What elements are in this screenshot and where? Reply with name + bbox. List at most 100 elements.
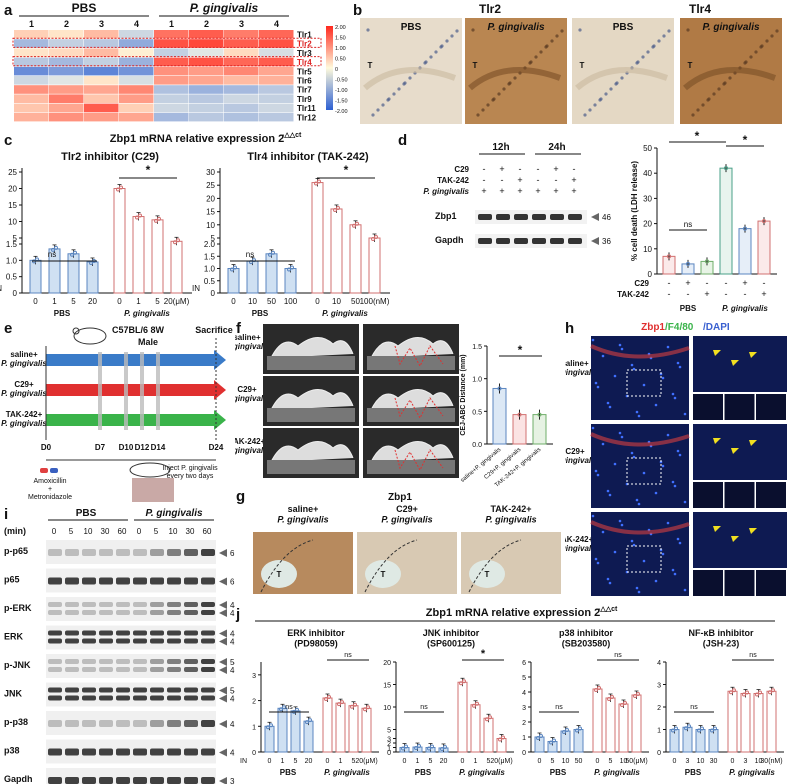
- time-label: 60: [118, 527, 127, 536]
- heatmap-column-label: 1: [29, 19, 34, 29]
- heatmap-cell: [14, 94, 49, 103]
- microct-row-label: saline+: [235, 333, 261, 342]
- tooth-mark: T: [473, 61, 478, 70]
- ihc-nucleus: [555, 34, 559, 38]
- x-tick-label: 10: [620, 758, 628, 765]
- data-point: [610, 695, 614, 699]
- data-point: [138, 213, 142, 218]
- y-tick-label: 15: [383, 683, 391, 690]
- data-point: [374, 235, 378, 239]
- time-unit-label: (min): [4, 526, 26, 536]
- injection-marker: [156, 352, 160, 430]
- inhibitor-chart-title: Tlr2 inhibitor (C29): [61, 151, 159, 163]
- ihc-nucleus: [667, 29, 671, 33]
- y-tick-label: 3: [387, 737, 391, 744]
- data-point: [485, 717, 489, 722]
- molar-shape: [270, 389, 354, 411]
- data-point: [333, 207, 337, 212]
- blot-band: [184, 577, 198, 585]
- heatmap-cell: [84, 48, 119, 57]
- ihc-tlr-panel: Tlr2 Tlr4 PBS T P. gingivalis T PBS T P. gingi…: [350, 0, 790, 128]
- y-tick-label: 20: [8, 185, 17, 194]
- heatmap-row-label: Tlr2: [297, 40, 312, 49]
- blot-band: [116, 687, 130, 693]
- dapi-dot: [618, 343, 622, 347]
- heatmap-cell: [259, 66, 294, 76]
- data-point: [366, 705, 370, 710]
- blot-band: [150, 577, 164, 585]
- heatmap-cell: [119, 39, 154, 48]
- data-point: [700, 726, 704, 731]
- color-scale-bar: [326, 26, 333, 110]
- heatmap-cell: [154, 48, 189, 57]
- blot-strip: [46, 597, 216, 621]
- ihc-nucleus: [476, 113, 480, 117]
- y-axis-label: CEJ-ABC Distance (mm): [460, 354, 467, 435]
- heatmap-group-label: PBS: [72, 1, 97, 15]
- ihc-nucleus: [386, 98, 390, 102]
- blot-strip: [475, 210, 587, 224]
- ihc-nucleus: [544, 45, 548, 49]
- heatmap-cell: [49, 103, 84, 113]
- bar-pbs: [29, 259, 42, 294]
- heatmap-cell: [259, 94, 294, 103]
- time-label: 30: [101, 527, 110, 536]
- data-point: [119, 185, 123, 190]
- dapi-dot: [661, 376, 665, 380]
- blot-band: [167, 638, 181, 644]
- ihc-title-tlr4: Tlr4: [688, 2, 711, 16]
- heatmap-cell: [84, 103, 119, 113]
- arrowhead-marker: [731, 360, 739, 366]
- group-label-pbs: PBS: [680, 304, 697, 313]
- color-scale-tick: 1.50: [335, 36, 346, 42]
- zbp1-ihc-label: P. gingivalis: [485, 514, 536, 524]
- dapi-dot: [613, 462, 617, 466]
- data-point: [135, 215, 139, 220]
- heatmap-cell: [49, 85, 84, 94]
- heatmap-cell: [14, 48, 49, 57]
- y-tick-label: 20: [383, 660, 391, 667]
- ihc-nucleus: [765, 39, 769, 43]
- data-point: [401, 746, 405, 751]
- dapi-dot: [620, 523, 624, 527]
- tooth-mark: T: [381, 570, 386, 579]
- data-point: [51, 247, 55, 252]
- day-label: D7: [95, 443, 106, 452]
- treatment-sign: +: [517, 175, 522, 185]
- x-tick-label: 1: [339, 758, 343, 765]
- blot-band: [99, 630, 113, 636]
- ihc-nucleus: [604, 92, 608, 96]
- antibiotic-label: Metronidazole: [28, 494, 72, 501]
- kda-arrow: [219, 549, 227, 557]
- dapi-dot: [673, 572, 677, 576]
- x-tick-label: 20(μM): [490, 758, 512, 765]
- heatmap-highlight-box: [12, 56, 322, 67]
- blot-band: [167, 659, 181, 664]
- ihc-nucleus: [439, 45, 443, 49]
- ihc-nucleus: [754, 50, 758, 54]
- treatment-sign: +: [553, 164, 558, 174]
- group-label-pg: P. gingivalis: [729, 768, 775, 777]
- in-label: IN: [0, 284, 2, 293]
- y-tick-label: 10: [8, 218, 17, 227]
- dapi-dot: [606, 489, 610, 493]
- x-tick-label: 10: [755, 758, 763, 765]
- x-tick-label: 20(μM): [164, 297, 190, 306]
- y-tick-label: 25: [8, 168, 17, 177]
- heatmap-column-label: 4: [134, 19, 139, 29]
- treatment-sign: +: [517, 186, 522, 196]
- y-tick-label: 10: [383, 705, 391, 712]
- zbp1-ihc-label: P. gingivalis: [277, 514, 328, 524]
- data-point: [353, 702, 357, 707]
- antibiotic-label: +: [48, 486, 52, 493]
- treatment-sign: -: [537, 164, 540, 174]
- group-label-pg: P. gingivalis: [722, 304, 768, 313]
- dapi-dot: [591, 514, 595, 518]
- y-tick-label: 1: [522, 735, 526, 742]
- molar-shape: [270, 441, 354, 463]
- treatment-sign: +: [499, 164, 504, 174]
- x-tick-label: 0: [117, 297, 122, 306]
- ihc-nucleus: [434, 50, 438, 54]
- zoom-box: [626, 545, 662, 573]
